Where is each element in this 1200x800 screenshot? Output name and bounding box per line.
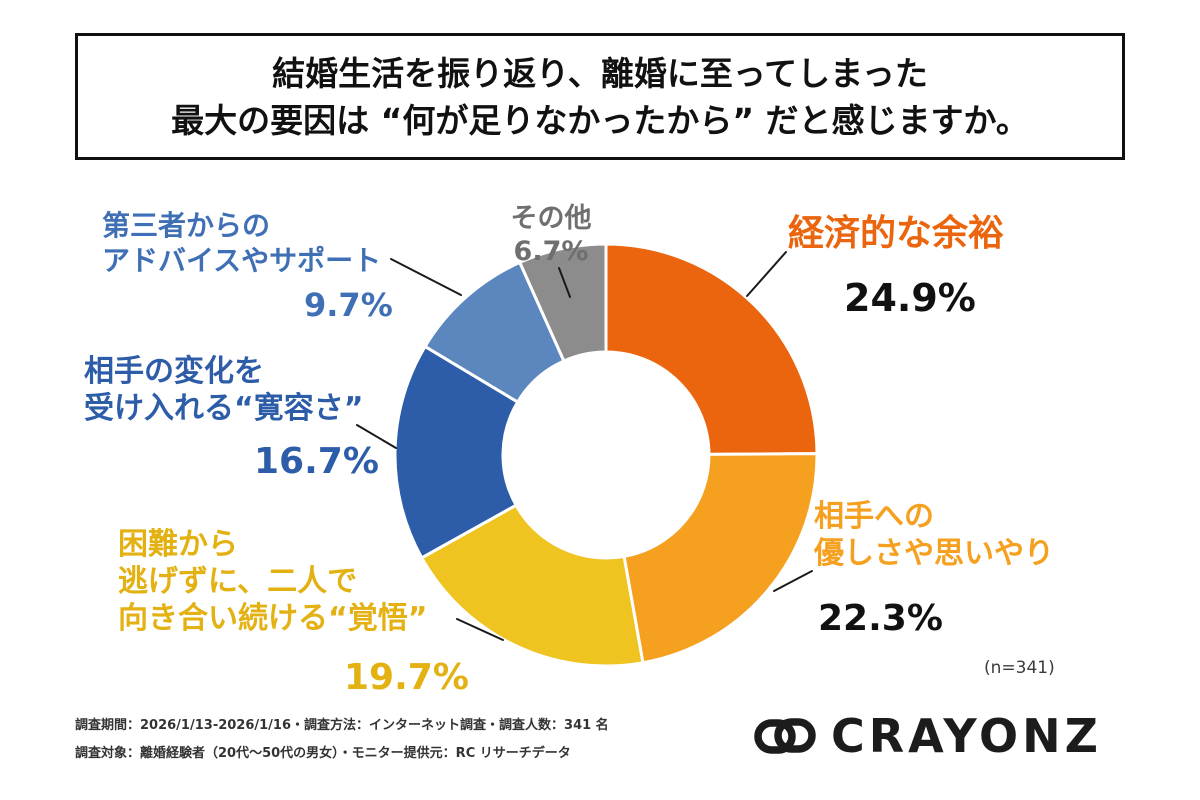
survey-notes: 調査期間：2026/1/13-2026/1/16・調査方法：インターネット調査・… — [75, 712, 609, 768]
callout-third-party-support: 第三者からの アドバイスやサポート 9.7% — [102, 208, 393, 324]
segment-percent-other: 6.7% — [513, 236, 589, 267]
survey-note-line2: 調査対象：離婚経験者（20代～50代の男女）・モニター提供元：RC リサーチデー… — [75, 746, 571, 761]
donut-segment-0 — [604, 242, 819, 456]
survey-note-line1: 調査期間：2026/1/13-2026/1/16・調査方法：インターネット調査・… — [75, 718, 609, 733]
segment-percent-resolve: 19.7% — [344, 657, 469, 698]
segment-label-kindness: 相手への 優しさや思いやり — [814, 499, 1054, 571]
donut-segment-1 — [622, 452, 819, 665]
donut-segment-2 — [420, 503, 645, 668]
title-line-1: 結婚生活を振り返り、離婚に至ってしまった — [272, 53, 928, 93]
brand-logo: CRAYONZ — [752, 706, 1102, 766]
sample-size-note: (n=341) — [984, 658, 1055, 678]
segment-percent-tolerance: 16.7% — [254, 441, 379, 482]
segment-label-other: その他 — [510, 203, 592, 234]
callout-kindness: 相手への 優しさや思いやり 22.3% — [814, 498, 1054, 639]
brand-name: CRAYONZ — [831, 709, 1103, 763]
crayonz-logo-icon — [754, 718, 816, 754]
callout-tolerance: 相手の変化を 受け入れる“寛容さ” 16.7% — [84, 353, 379, 482]
segment-label-resolve: 困難から 逃げずに、二人で 向き合い続ける“覚悟” — [118, 527, 428, 636]
title-box: 結婚生活を振り返り、離婚に至ってしまった 最大の要因は “何が足りなかったから”… — [75, 33, 1125, 160]
segment-percent-economic-comfort: 24.9% — [844, 276, 976, 320]
donut-chart — [393, 242, 819, 668]
segment-percent-third-party-support: 9.7% — [304, 286, 393, 324]
callout-other: その他 6.7% — [498, 202, 604, 267]
callout-resolve: 困難から 逃げずに、二人で 向き合い続ける“覚悟” 19.7% — [118, 526, 469, 698]
segment-label-third-party-support: 第三者からの アドバイスやサポート — [102, 209, 382, 277]
title-line-2: 最大の要因は “何が足りなかったから” だと感じますか。 — [171, 100, 1029, 140]
segment-label-economic-comfort: 経済的な余裕 — [788, 213, 1005, 254]
segment-percent-kindness: 22.3% — [818, 598, 943, 639]
donut-segment-3 — [393, 344, 520, 560]
segment-label-tolerance: 相手の変化を 受け入れる“寛容さ” — [84, 354, 364, 426]
donut-segment-5 — [518, 242, 608, 363]
callout-economic-comfort: 経済的な余裕 24.9% — [788, 212, 1004, 320]
